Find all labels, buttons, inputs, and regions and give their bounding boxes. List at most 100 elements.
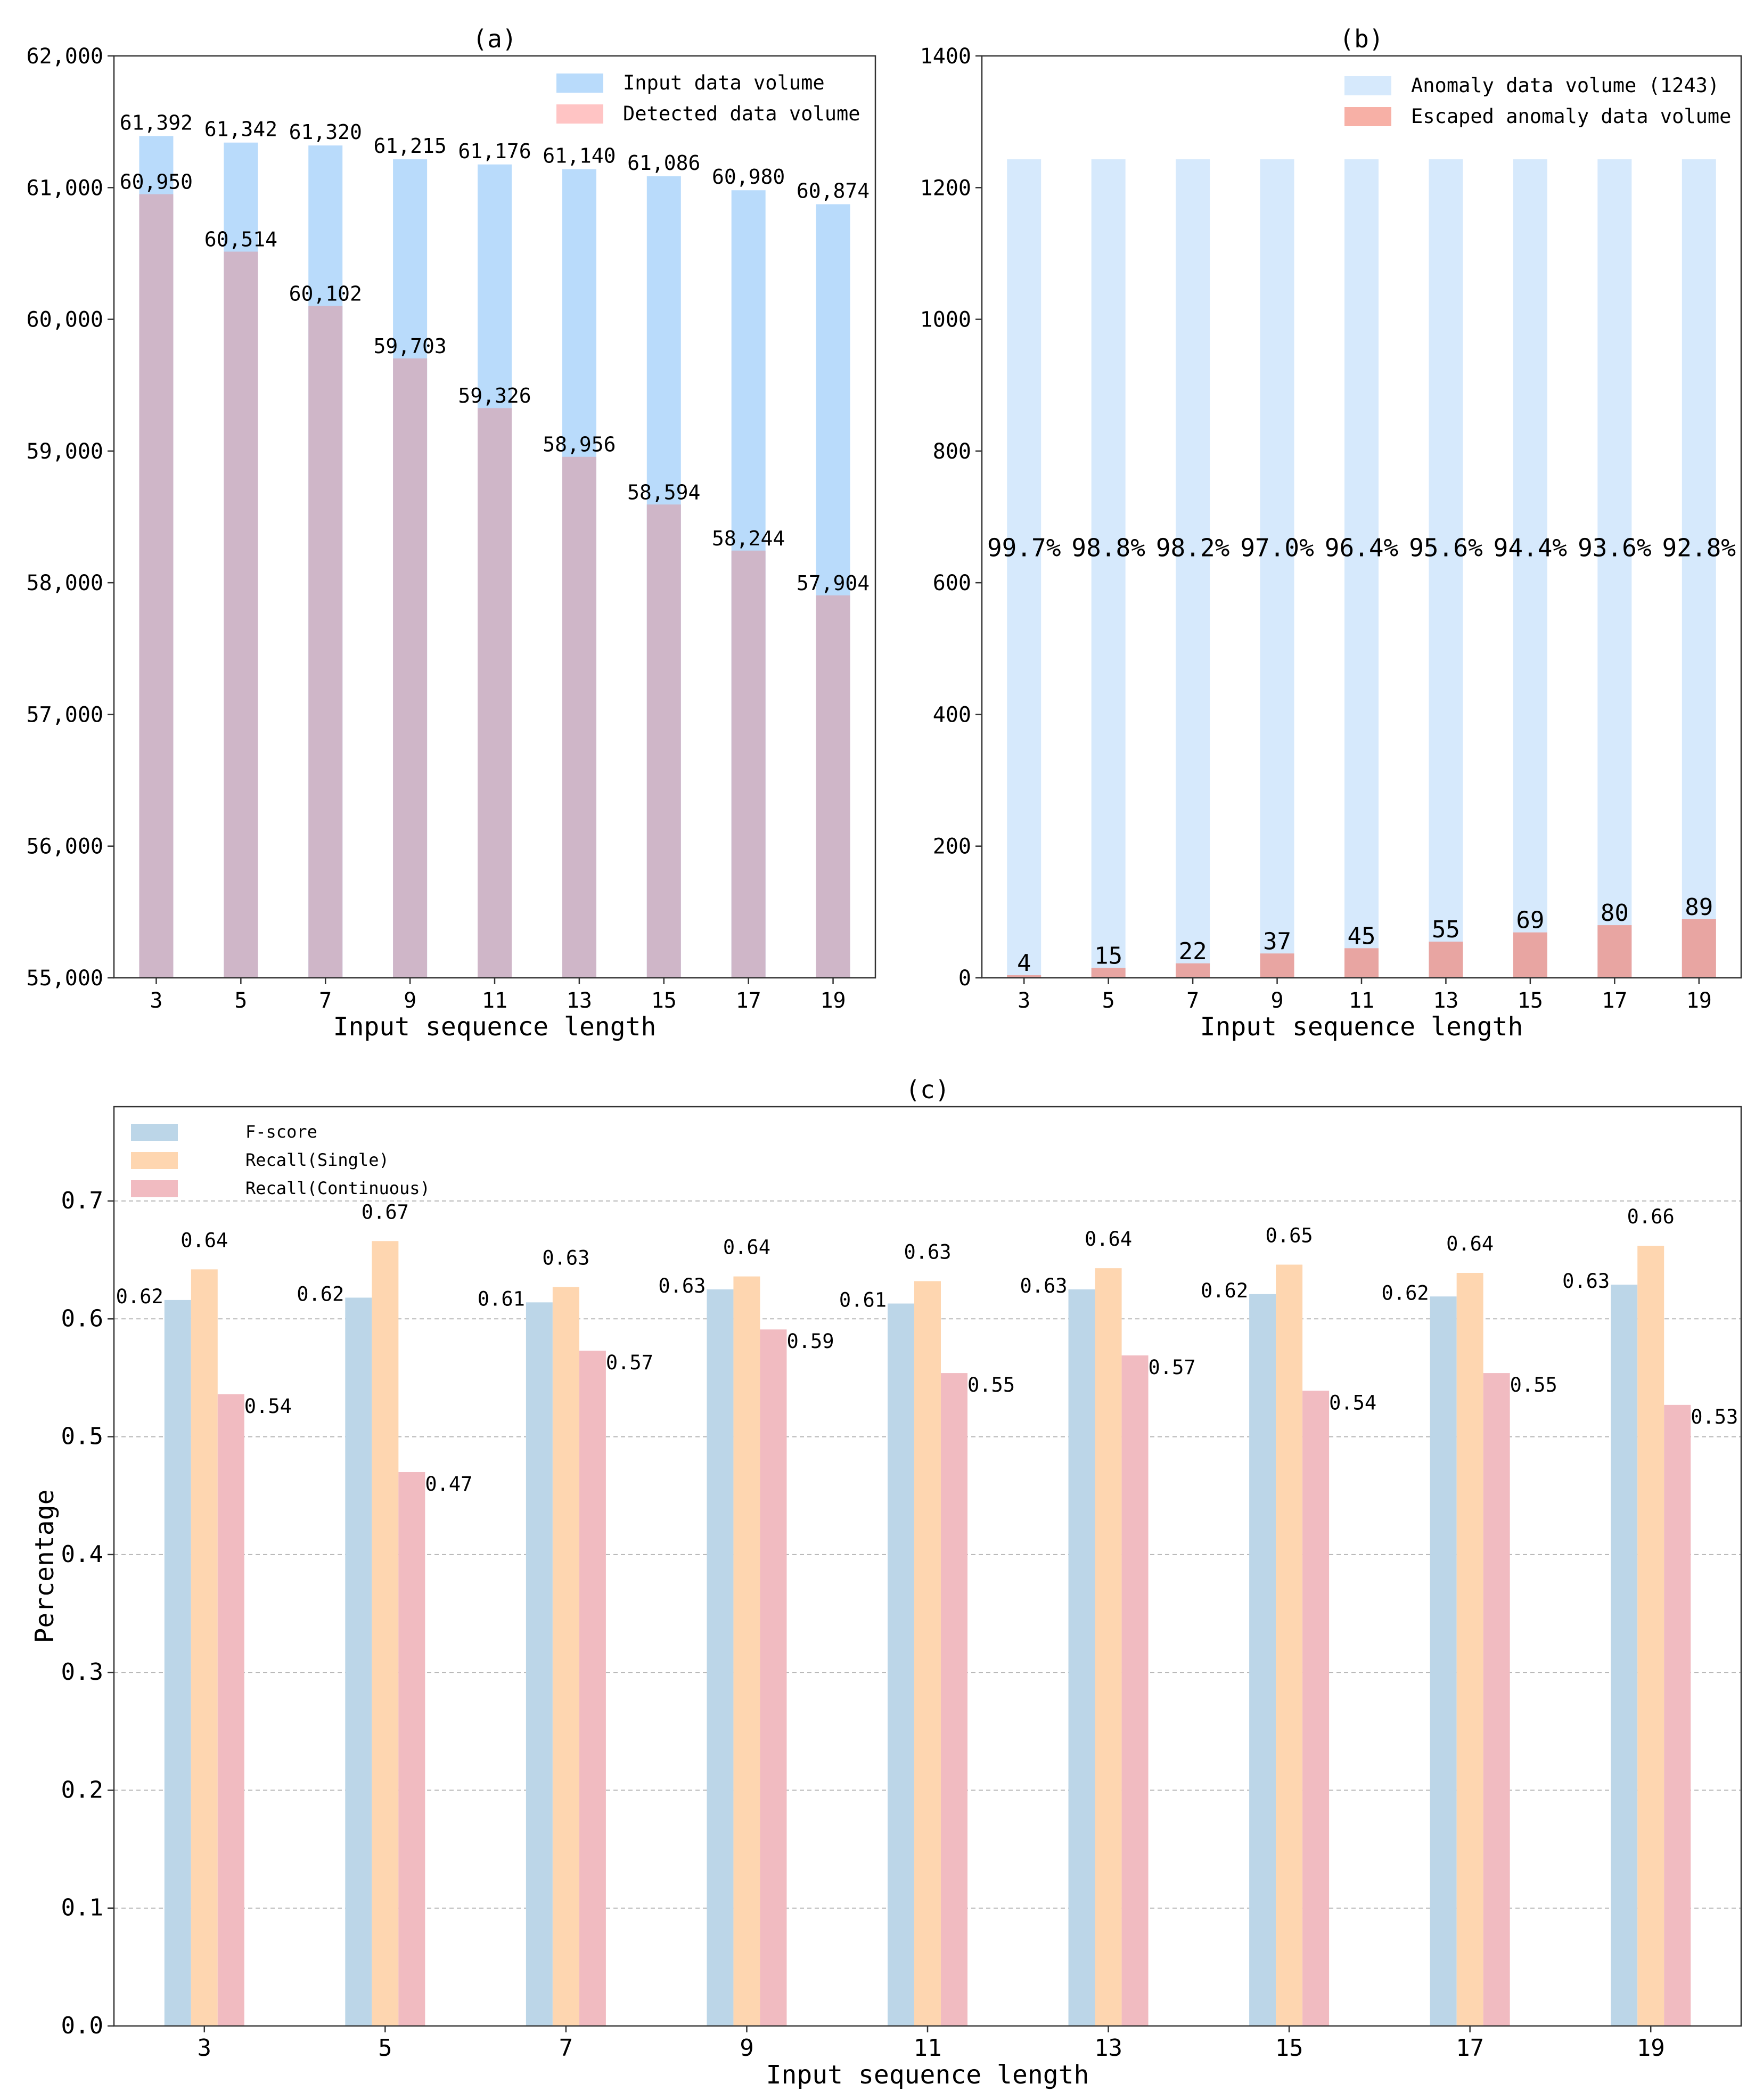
y-tick-label: 0: [958, 966, 971, 991]
chart-title: (c): [905, 1075, 949, 1104]
data-label: 60,102: [289, 282, 362, 305]
y-tick-label: 60,000: [27, 308, 104, 332]
percentage-annotation: 94.4%: [1494, 534, 1567, 562]
legend-swatch: [1344, 107, 1391, 126]
bar-f-score-17: [1430, 1296, 1457, 2026]
chart-title: (b): [1339, 24, 1383, 53]
legend-swatch: [131, 1152, 178, 1169]
bar-f-score-9: [707, 1289, 734, 2026]
x-tick-label: 11: [482, 988, 507, 1013]
x-tick-label: 13: [567, 988, 592, 1013]
data-label: 0.63: [1020, 1274, 1067, 1297]
bar-detected-data-volume-19: [816, 595, 850, 978]
data-label: 61,176: [458, 140, 531, 163]
data-label: 0.54: [244, 1395, 292, 1418]
bar-anomaly-data-volume-1243--5: [1091, 159, 1126, 978]
percentage-annotation: 98.8%: [1071, 534, 1145, 562]
x-tick-label: 13: [1433, 988, 1458, 1013]
chart-title: (a): [472, 24, 516, 53]
bar-recall-single--15: [1276, 1264, 1303, 2026]
x-tick-label: 9: [404, 988, 416, 1013]
data-label: 0.64: [1085, 1228, 1132, 1251]
data-label: 58,956: [543, 433, 616, 456]
bar-detected-data-volume-7: [308, 306, 343, 978]
legend-label: Input data volume: [623, 71, 825, 94]
bar-detected-data-volume-5: [224, 251, 258, 978]
data-label: 0.62: [116, 1285, 163, 1308]
data-label: 61,320: [289, 120, 362, 144]
x-axis-label: Input sequence length: [333, 1012, 657, 1042]
x-tick-label: 13: [1094, 2034, 1122, 2062]
legend-swatch: [556, 104, 603, 124]
bar-recall-single--7: [552, 1287, 579, 2026]
x-tick-label: 7: [559, 2034, 573, 2062]
data-label: 0.55: [967, 1374, 1015, 1396]
x-axis-label: Input sequence length: [1200, 1012, 1523, 1042]
data-label: 59,326: [458, 384, 531, 407]
bar-escaped-anomaly-data-volume-5: [1091, 968, 1126, 978]
bar-recall-continuous--5: [398, 1472, 425, 2026]
data-label: 0.62: [297, 1282, 344, 1305]
y-tick-label: 400: [933, 702, 971, 727]
data-label: 61,140: [543, 144, 616, 168]
x-tick-label: 17: [1456, 2034, 1484, 2062]
data-label: 0.63: [658, 1274, 706, 1297]
chart-c: 0.62 0.62 0.610.630.610.63 0.62 0.620.630.64…: [30, 1075, 1742, 2090]
bar-detected-data-volume-9: [393, 358, 428, 978]
y-tick-label: 57,000: [27, 702, 104, 727]
percentage-annotation: 97.0%: [1240, 534, 1314, 562]
data-label: 58,594: [627, 480, 700, 504]
data-label: 60,950: [120, 170, 193, 194]
x-tick-label: 3: [1018, 988, 1030, 1013]
bar-recall-continuous--19: [1664, 1404, 1691, 2026]
y-tick-label: 1000: [920, 308, 971, 332]
bar-escaped-anomaly-data-volume-3: [1007, 975, 1041, 978]
bar-recall-single--13: [1095, 1268, 1122, 2026]
x-tick-label: 15: [1275, 2034, 1303, 2062]
y-tick-label: 0.1: [61, 1894, 103, 1922]
data-label: 0.63: [1562, 1270, 1610, 1293]
data-label: 61,342: [204, 118, 277, 141]
y-tick-label: 0.0: [61, 2012, 103, 2039]
data-label: 0.66: [1627, 1205, 1675, 1228]
percentage-annotation: 93.6%: [1578, 534, 1651, 562]
bar-anomaly-data-volume-1243--15: [1513, 159, 1547, 978]
x-tick-label: 11: [1349, 988, 1374, 1013]
x-tick-label: 7: [319, 988, 332, 1013]
data-label: 22: [1179, 938, 1207, 965]
bar-anomaly-data-volume-1243--9: [1260, 159, 1294, 978]
data-label: 55: [1432, 916, 1460, 943]
y-tick-label: 61,000: [27, 176, 104, 200]
bar-escaped-anomaly-data-volume-7: [1176, 963, 1210, 978]
data-label: 58,244: [712, 527, 785, 550]
chart-a: 61,392 61,342 61,320 61,215 61,176 61,140 61,0…: [27, 24, 876, 1042]
y-tick-label: 1400: [920, 44, 971, 69]
data-label: 0.65: [1266, 1224, 1313, 1247]
bar-f-score-19: [1611, 1285, 1638, 2026]
data-label: 37: [1263, 928, 1291, 955]
y-tick-label: 55,000: [27, 966, 104, 991]
legend-label: Anomaly data volume (1243): [1411, 74, 1719, 97]
bar-recall-continuous--13: [1121, 1355, 1149, 2026]
x-tick-label: 9: [1271, 988, 1284, 1013]
bar-anomaly-data-volume-1243--19: [1682, 159, 1716, 978]
bar-f-score-7: [526, 1302, 553, 2026]
data-label: 0.64: [181, 1229, 228, 1252]
data-label: 15: [1094, 942, 1122, 969]
legend-label: Escaped anomaly data volume: [1411, 105, 1731, 128]
x-tick-label: 19: [1637, 2034, 1665, 2062]
data-label: 61,086: [627, 151, 700, 175]
bar-f-score-13: [1068, 1289, 1095, 2026]
bar-escaped-anomaly-data-volume-15: [1513, 932, 1547, 978]
data-label: 61,392: [120, 111, 193, 134]
data-label: 0.53: [1691, 1406, 1738, 1428]
data-label: 80: [1601, 900, 1629, 927]
percentage-annotation: 98.2%: [1156, 534, 1229, 562]
x-tick-label: 9: [740, 2034, 754, 2062]
x-tick-label: 15: [1518, 988, 1543, 1013]
bar-recall-continuous--3: [217, 1394, 244, 2026]
data-label: 4: [1017, 950, 1031, 977]
percentage-annotation: 96.4%: [1325, 534, 1398, 562]
y-tick-label: 0.3: [61, 1658, 103, 1686]
